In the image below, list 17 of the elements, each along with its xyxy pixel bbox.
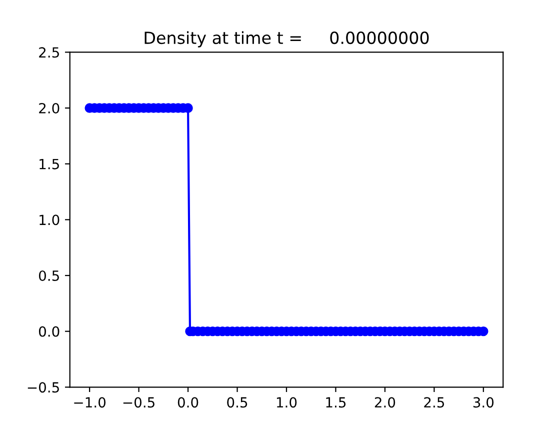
- y-tick-label: 2.5: [39, 47, 59, 58]
- y-tick-label: −0.5: [28, 382, 59, 393]
- x-tick-label: 2.0: [374, 397, 396, 408]
- x-tick-label: 1.5: [326, 397, 346, 408]
- x-tick-label: 3.0: [473, 397, 494, 408]
- x-tick-label: 2.5: [424, 397, 444, 408]
- y-tick-label: 1.5: [40, 159, 59, 170]
- x-tick-label: 0.5: [227, 397, 248, 408]
- x-tick-label: −1.0: [74, 397, 106, 408]
- x-tick-label: −0.5: [123, 397, 154, 408]
- x-tick-label: 1.0: [276, 397, 297, 408]
- y-tick-label: 1.0: [40, 214, 60, 226]
- x-tick-label: 0.0: [178, 397, 198, 408]
- chart-title: Density at time t = 0.00000000: [144, 31, 429, 48]
- y-tick-label: 0.0: [38, 326, 60, 337]
- y-tick-label: 2.0: [39, 102, 60, 114]
- y-tick-label: 0.5: [38, 270, 59, 281]
